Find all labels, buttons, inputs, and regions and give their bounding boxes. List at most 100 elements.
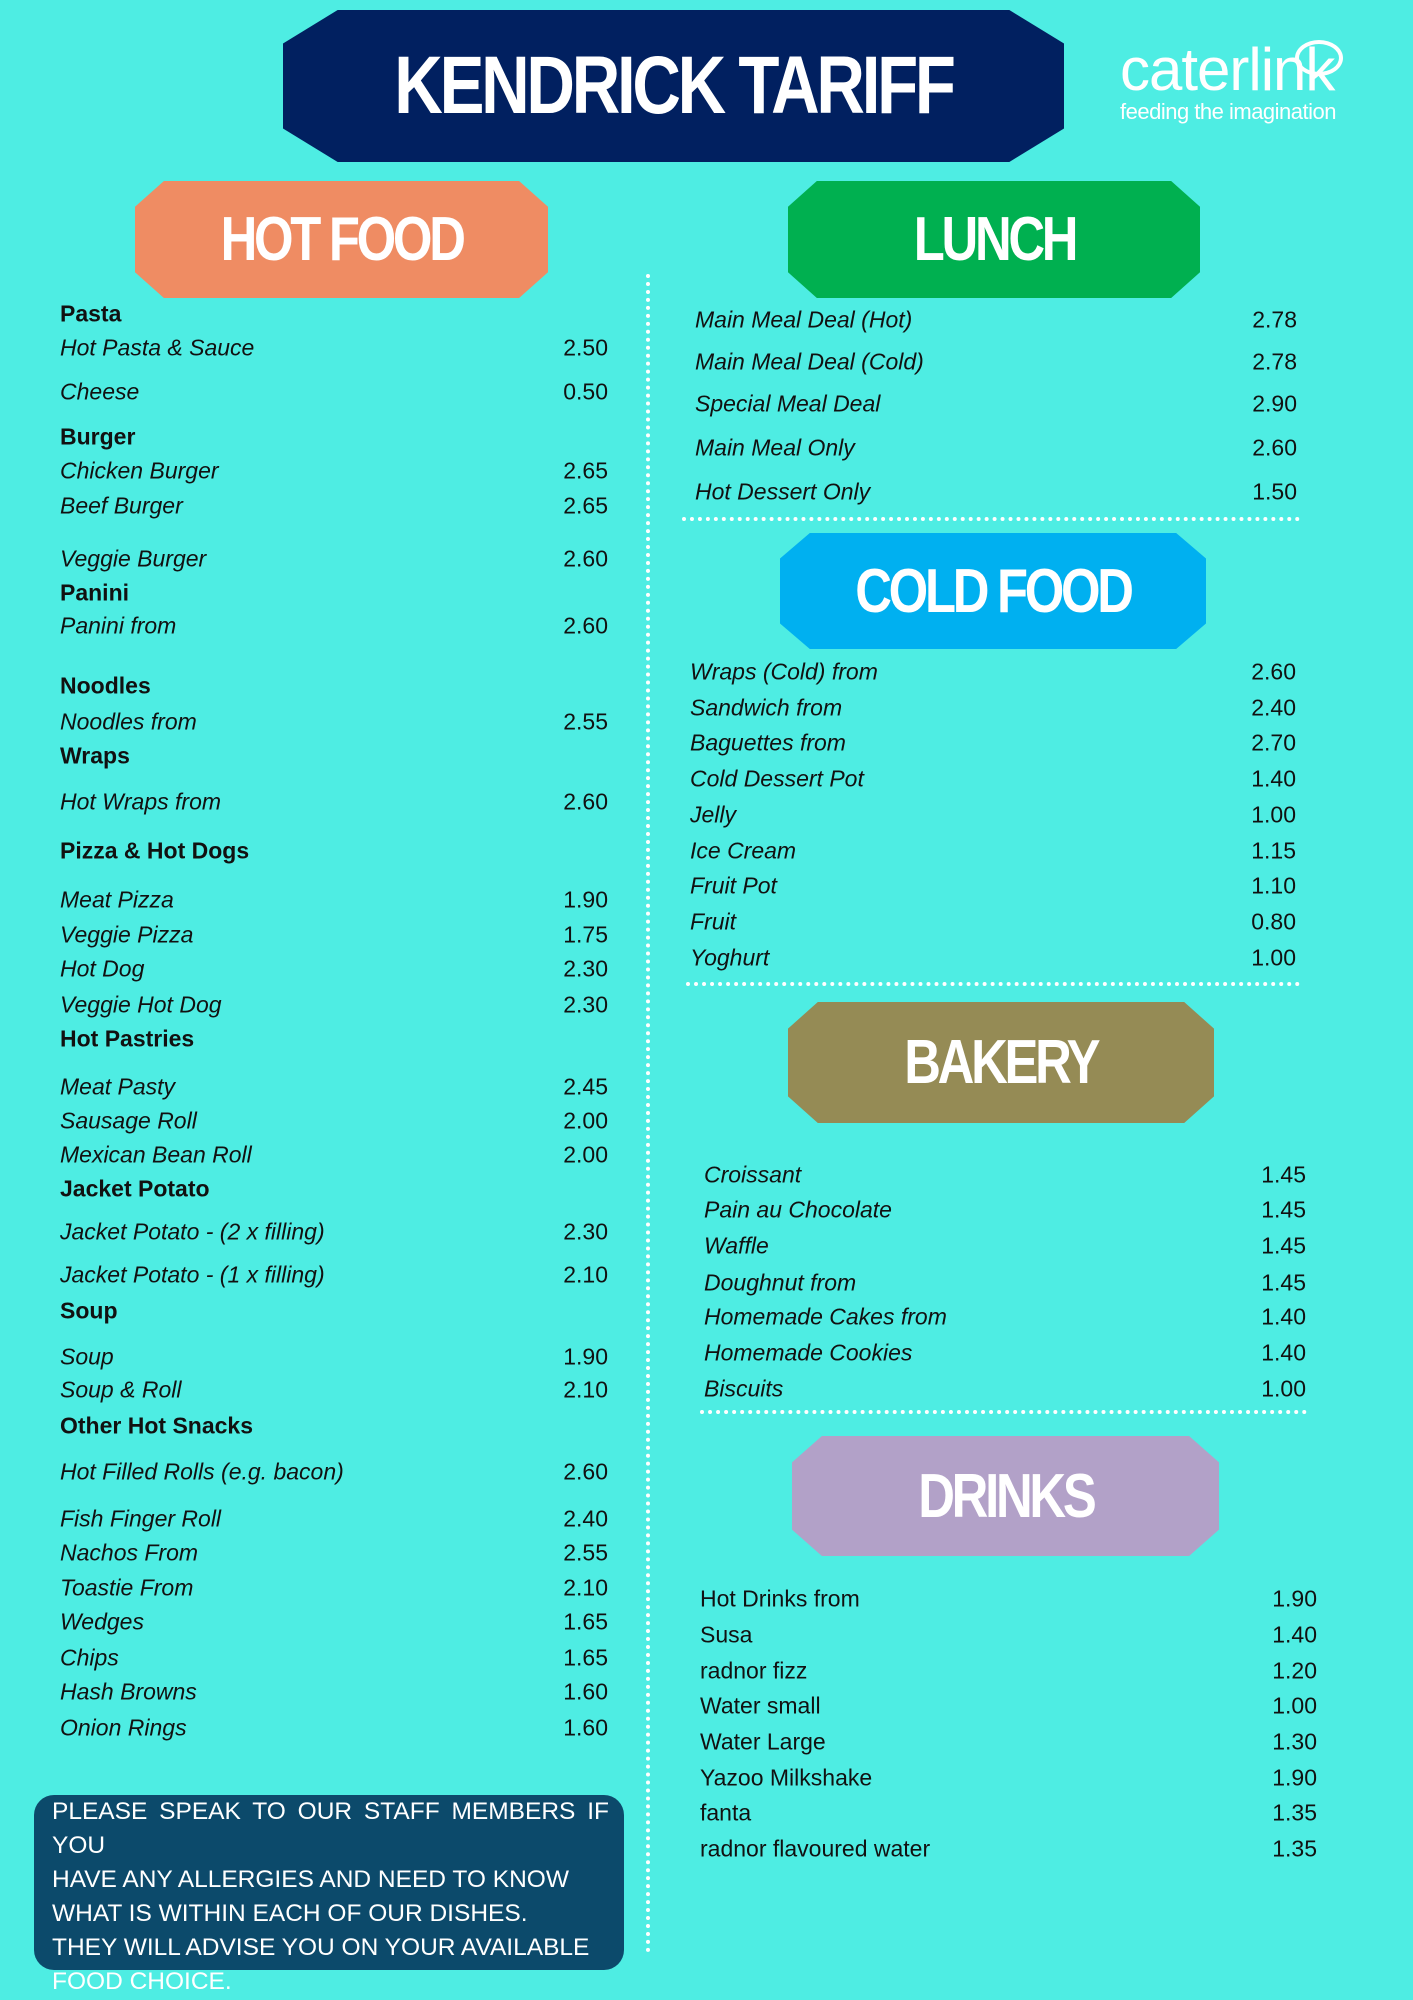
menu-item-name: Special Meal Deal	[695, 390, 881, 417]
menu-item-name: Hot Pasta & Sauce	[60, 334, 255, 361]
menu-item-name: Jacket Potato - (2 x filling)	[60, 1218, 325, 1245]
menu-item-name: Meat Pizza	[60, 886, 174, 913]
notice-line: HAVE ANY ALLERGIES AND NEED TO KNOW	[52, 1866, 569, 1893]
hot-food-heading: HOT FOOD	[135, 181, 548, 298]
menu-item-name: Onion Rings	[60, 1714, 187, 1741]
menu-category: Other Hot Snacks	[60, 1412, 253, 1439]
menu-item-price: 1.65	[563, 1608, 608, 1635]
menu-item-price: 2.60	[563, 545, 608, 572]
menu-item-name: Main Meal Deal (Cold)	[695, 348, 924, 375]
menu-item-price: 2.10	[563, 1261, 608, 1288]
menu-item-name: Wraps (Cold) from	[690, 658, 878, 685]
menu-item-name: Water Large	[700, 1728, 826, 1755]
logo-name: caterlink	[1120, 36, 1335, 103]
caterlink-logo: caterlink feeding the imagination	[1120, 40, 1382, 124]
menu-item-name: Fruit Pot	[690, 872, 777, 899]
heading-text: LUNCH	[913, 205, 1078, 274]
menu-item-price: 2.00	[563, 1141, 608, 1168]
menu-item-name: Nachos From	[60, 1539, 199, 1566]
menu-item-price: 2.30	[563, 991, 608, 1018]
allergy-notice: PLEASE SPEAK TO OUR STAFF MEMBERS IF YOU…	[34, 1795, 624, 1995]
menu-item-name: Yazoo Milkshake	[700, 1764, 873, 1791]
menu-item-price: 2.10	[563, 1574, 608, 1601]
menu-item-name: Main Meal Only	[695, 434, 855, 461]
menu-item-name: Jacket Potato - (1 x filling)	[60, 1261, 325, 1288]
menu-item-name: Panini from	[60, 612, 177, 639]
menu-item-name: Homemade Cakes from	[704, 1303, 947, 1330]
menu-item-name: Toastie From	[60, 1574, 194, 1601]
menu-item-name: fanta	[700, 1799, 752, 1826]
menu-item-price: 1.10	[1251, 872, 1296, 899]
heading-text: DRINKS	[917, 1461, 1096, 1531]
menu-item-price: 2.55	[563, 1539, 608, 1566]
menu-item-price: 2.55	[563, 708, 608, 735]
menu-item-price: 2.00	[563, 1107, 608, 1134]
menu-item-price: 1.35	[1272, 1799, 1317, 1826]
bakery-heading: BAKERY	[788, 1002, 1214, 1123]
menu-category: Pasta	[60, 300, 122, 327]
menu-item-price: 1.45	[1261, 1269, 1306, 1296]
menu-item-name: Mexican Bean Roll	[60, 1141, 252, 1168]
menu-category: Soup	[60, 1297, 118, 1324]
menu-item-name: Hot Wraps from	[60, 788, 222, 815]
menu-item-price: 1.60	[563, 1714, 608, 1741]
menu-item-price: 1.45	[1261, 1161, 1306, 1188]
menu-item-name: Wedges	[60, 1608, 144, 1635]
menu-item-price: 1.40	[1261, 1303, 1306, 1330]
menu-item-name: Ice Cream	[690, 837, 797, 864]
menu-item-price: 0.50	[563, 378, 608, 405]
menu-item-price: 1.35	[1272, 1835, 1317, 1862]
speech-bubble-icon	[1295, 40, 1343, 76]
menu-item-name: Main Meal Deal (Hot)	[695, 306, 913, 333]
menu-item-price: 2.65	[563, 492, 608, 519]
menu-category: Panini	[60, 579, 130, 606]
menu-item-name: Chicken Burger	[60, 457, 219, 484]
heading-text: HOT FOOD	[220, 205, 465, 274]
menu-item-price: 2.78	[1252, 348, 1297, 375]
menu-item-price: 1.00	[1251, 944, 1296, 971]
menu-item-price: 1.30	[1272, 1728, 1317, 1755]
menu-item-price: 1.15	[1251, 837, 1296, 864]
menu-item-price: 1.40	[1272, 1621, 1317, 1648]
drinks-heading: DRINKS	[792, 1436, 1219, 1556]
menu-item-name: Hot Dessert Only	[695, 478, 871, 505]
menu-item-price: 2.78	[1252, 306, 1297, 333]
menu-item-price: 2.60	[563, 1458, 608, 1485]
menu-item-price: 1.00	[1272, 1692, 1317, 1719]
menu-item-price: 1.90	[1272, 1585, 1317, 1612]
menu-item-name: Jelly	[690, 801, 737, 828]
menu-item-price: 1.50	[1252, 478, 1297, 505]
menu-item-price: 2.70	[1251, 729, 1296, 756]
menu-item-name: Hot Dog	[60, 955, 145, 982]
menu-item-name: Yoghurt	[690, 944, 770, 971]
menu-item-price: 2.60	[563, 612, 608, 639]
menu-item-name: Homemade Cookies	[704, 1339, 913, 1366]
menu-item-name: Cheese	[60, 378, 140, 405]
menu-item-name: Cold Dessert Pot	[690, 765, 864, 792]
menu-item-name: Veggie Burger	[60, 545, 207, 572]
menu-item-name: Fish Finger Roll	[60, 1505, 222, 1532]
menu-item-price: 2.40	[563, 1505, 608, 1532]
menu-category: Noodles	[60, 672, 151, 699]
menu-item-price: 2.10	[563, 1376, 608, 1403]
menu-item-name: radnor fizz	[700, 1657, 808, 1684]
menu-item-name: Beef Burger	[60, 492, 183, 519]
menu-item-price: 1.40	[1261, 1339, 1306, 1366]
menu-item-name: Hot Drinks from	[700, 1585, 860, 1612]
menu-item-price: 2.60	[563, 788, 608, 815]
menu-item-name: Veggie Pizza	[60, 921, 194, 948]
menu-item-price: 1.60	[563, 1678, 608, 1705]
notice-line: PLEASE SPEAK TO OUR STAFF MEMBERS IF YOU	[52, 1798, 609, 1859]
menu-item-name: Soup	[60, 1343, 114, 1370]
menu-item-price: 2.30	[563, 1218, 608, 1245]
notice-line: THEY WILL ADVISE YOU ON YOUR AVAILABLE	[52, 1934, 590, 1961]
menu-item-price: 2.30	[563, 955, 608, 982]
menu-category: Jacket Potato	[60, 1175, 210, 1202]
menu-item-price: 1.40	[1251, 765, 1296, 792]
column-divider	[646, 274, 650, 1954]
menu-item-price: 1.45	[1261, 1232, 1306, 1259]
menu-item-price: 2.40	[1251, 694, 1296, 721]
menu-item-name: Susa	[700, 1621, 753, 1648]
menu-item-name: Baguettes from	[690, 729, 846, 756]
page-title: KENDRICK TARIFF	[283, 10, 1064, 162]
